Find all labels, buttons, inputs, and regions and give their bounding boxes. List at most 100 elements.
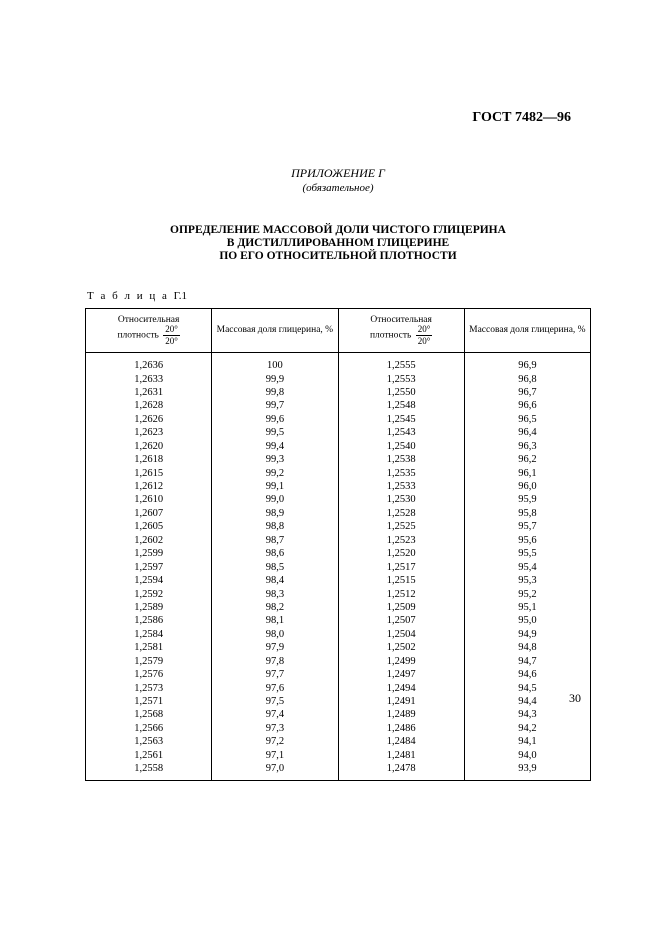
table-cell: 1,2576 [86, 668, 212, 681]
table-cell: 98,0 [212, 628, 338, 641]
table-cell: 94,0 [464, 749, 590, 762]
table-cell: 1,2592 [86, 588, 212, 601]
table-row: 1,263399,91,255396,8 [86, 373, 591, 386]
table-cell: 1,2517 [338, 561, 464, 574]
table-cell: 1,2504 [338, 628, 464, 641]
table-cell: 96,6 [464, 399, 590, 412]
table-cell: 99,2 [212, 467, 338, 480]
table-cell: 96,4 [464, 426, 590, 439]
table-row: 1,258498,01,250494,9 [86, 628, 591, 641]
table-cell: 99,5 [212, 426, 338, 439]
table-cell: 1,2538 [338, 453, 464, 466]
table-cell: 99,9 [212, 373, 338, 386]
table-cell: 1,2602 [86, 534, 212, 547]
table-row: 1,257997,81,249994,7 [86, 655, 591, 668]
table-cell: 1,2594 [86, 574, 212, 587]
table-label-num: Г.1 [174, 290, 187, 302]
table-cell: 96,9 [464, 353, 590, 373]
table-cell: 1,2515 [338, 574, 464, 587]
table-cell: 1,2555 [338, 353, 464, 373]
table-row: 1,262899,71,254896,6 [86, 399, 591, 412]
table-cell: 99,0 [212, 493, 338, 506]
table-cell: 1,2489 [338, 708, 464, 721]
table-cell: 95,2 [464, 588, 590, 601]
table-cell: 1,2573 [86, 682, 212, 695]
table-row: 1,262399,51,254396,4 [86, 426, 591, 439]
table-cell: 98,9 [212, 507, 338, 520]
table-cell: 98,3 [212, 588, 338, 601]
table-cell: 1,2586 [86, 614, 212, 627]
table-cell: 97,9 [212, 641, 338, 654]
table-cell: 1,2548 [338, 399, 464, 412]
table-cell: 1,2525 [338, 520, 464, 533]
density-table: Относительная плотность 20° 20° Массовая… [85, 308, 591, 781]
table-cell: 1,2535 [338, 467, 464, 480]
table-row: 1,261299,11,253396,0 [86, 480, 591, 493]
table-cell: 94,2 [464, 722, 590, 735]
table-cell: 1,2497 [338, 668, 464, 681]
table-cell: 1,2581 [86, 641, 212, 654]
table-cell: 97,2 [212, 735, 338, 748]
table-row: 1,259498,41,251595,3 [86, 574, 591, 587]
table-cell: 93,9 [464, 762, 590, 780]
table-body: 1,26361001,255596,91,263399,91,255396,81… [86, 353, 591, 781]
table-cell: 99,4 [212, 440, 338, 453]
table-cell: 1,2494 [338, 682, 464, 695]
table-cell: 1,2563 [86, 735, 212, 748]
table-cell: 97,4 [212, 708, 338, 721]
table-row: 1,263199,81,255096,7 [86, 386, 591, 399]
fraction-icon: 20° 20° [163, 325, 180, 346]
table-cell: 1,2491 [338, 695, 464, 708]
table-cell: 1,2509 [338, 601, 464, 614]
table-cell: 1,2579 [86, 655, 212, 668]
table-row: 1,259998,61,252095,5 [86, 547, 591, 560]
fraction-icon: 20° 20° [416, 325, 433, 346]
table-cell: 1,2623 [86, 426, 212, 439]
table-cell: 97,1 [212, 749, 338, 762]
table-cell: 1,2568 [86, 708, 212, 721]
table-row: 1,257397,61,249494,5 [86, 682, 591, 695]
table-cell: 94,6 [464, 668, 590, 681]
table-row: 1,258698,11,250795,0 [86, 614, 591, 627]
main-title-line2: В ДИСТИЛЛИРОВАННОМ ГЛИЦЕРИНЕ [227, 237, 449, 249]
table-cell: 1,2561 [86, 749, 212, 762]
table-row: 1,261899,31,253896,2 [86, 453, 591, 466]
table-cell: 1,2610 [86, 493, 212, 506]
table-row: 1,257197,51,249194,4 [86, 695, 591, 708]
table-cell: 1,2530 [338, 493, 464, 506]
table-cell: 1,2636 [86, 353, 212, 373]
main-title-line1: ОПРЕДЕЛЕНИЕ МАССОВОЙ ДОЛИ ЧИСТОГО ГЛИЦЕР… [170, 224, 506, 236]
table-cell: 1,2545 [338, 413, 464, 426]
table-cell: 96,2 [464, 453, 590, 466]
table-cell: 1,2550 [338, 386, 464, 399]
table-cell: 1,2599 [86, 547, 212, 560]
table-cell: 98,2 [212, 601, 338, 614]
table-cell: 1,2597 [86, 561, 212, 574]
table-cell: 99,7 [212, 399, 338, 412]
table-cell: 95,9 [464, 493, 590, 506]
table-cell: 1,2626 [86, 413, 212, 426]
table-cell: 1,2633 [86, 373, 212, 386]
table-cell: 1,2486 [338, 722, 464, 735]
table-cell: 1,2523 [338, 534, 464, 547]
table-cell: 1,2478 [338, 762, 464, 780]
header-percent-1: Массовая доля глицерина, % [212, 308, 338, 352]
table-cell: 1,2533 [338, 480, 464, 493]
appendix-label: ПРИЛОЖЕНИЕ Г [85, 166, 591, 181]
table-row: 1,262699,61,254596,5 [86, 413, 591, 426]
table-cell: 98,7 [212, 534, 338, 547]
table-row: 1,261099,01,253095,9 [86, 493, 591, 506]
table-cell: 1,2631 [86, 386, 212, 399]
document-id: ГОСТ 7482—96 [85, 110, 571, 126]
table-cell: 1,2543 [338, 426, 464, 439]
table-row: 1,255897,01,247893,9 [86, 762, 591, 780]
table-cell: 1,2607 [86, 507, 212, 520]
table-cell: 96,8 [464, 373, 590, 386]
main-title-line3: ПО ЕГО ОТНОСИТЕЛЬНОЙ ПЛОТНОСТИ [219, 250, 456, 262]
table-cell: 1,2540 [338, 440, 464, 453]
table-cell: 1,2615 [86, 467, 212, 480]
header-percent-2: Массовая доля глицерина, % [464, 308, 590, 352]
table-cell: 99,6 [212, 413, 338, 426]
table-cell: 1,2512 [338, 588, 464, 601]
table-row: 1,257697,71,249794,6 [86, 668, 591, 681]
